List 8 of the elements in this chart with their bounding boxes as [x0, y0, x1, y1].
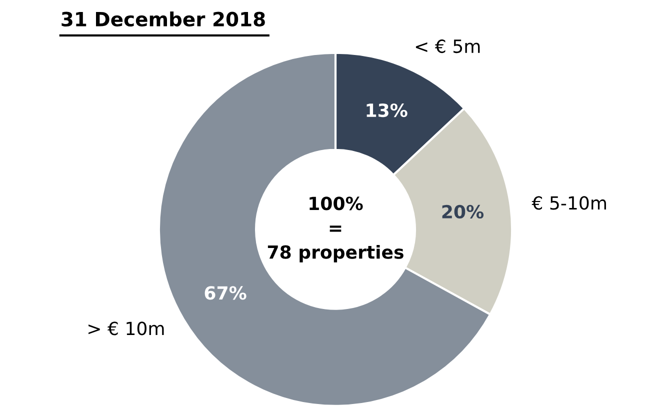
chart-title: 31 December 2018 [62, 11, 265, 26]
slice-label: > € 10m [88, 322, 164, 336]
slice-label: € 5-10m [532, 196, 606, 210]
data-label: 13% [366, 103, 408, 118]
data-label: 67% [204, 286, 246, 300]
text: 100% = 78 properties [268, 196, 404, 262]
slice-label: < € 5m [416, 39, 480, 54]
data-label: 20% [442, 204, 484, 219]
